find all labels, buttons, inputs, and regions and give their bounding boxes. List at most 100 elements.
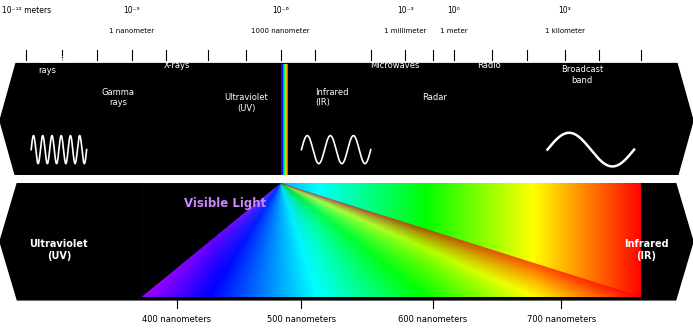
Polygon shape	[281, 183, 613, 297]
Polygon shape	[281, 183, 574, 297]
Polygon shape	[170, 183, 281, 297]
Polygon shape	[281, 183, 379, 297]
Polygon shape	[281, 183, 572, 297]
Polygon shape	[281, 183, 536, 297]
Polygon shape	[150, 183, 281, 297]
Bar	[287, 183, 288, 297]
Polygon shape	[281, 183, 590, 297]
Polygon shape	[281, 183, 354, 297]
Polygon shape	[281, 183, 608, 297]
Polygon shape	[281, 183, 631, 297]
Polygon shape	[281, 183, 498, 297]
Polygon shape	[281, 183, 326, 297]
Polygon shape	[197, 183, 281, 297]
Polygon shape	[281, 183, 572, 297]
Polygon shape	[281, 183, 514, 297]
Bar	[226, 183, 227, 297]
Bar	[198, 183, 200, 297]
Text: 600 nanometers: 600 nanometers	[398, 315, 468, 324]
Polygon shape	[281, 183, 549, 297]
Polygon shape	[245, 183, 281, 297]
Polygon shape	[281, 183, 534, 297]
Bar	[233, 183, 234, 297]
Polygon shape	[281, 183, 593, 297]
Polygon shape	[281, 183, 337, 297]
Polygon shape	[281, 183, 625, 297]
Polygon shape	[197, 183, 281, 297]
Polygon shape	[281, 183, 405, 297]
Polygon shape	[281, 183, 385, 297]
Bar	[326, 183, 328, 297]
Bar	[495, 183, 496, 297]
Polygon shape	[281, 183, 582, 297]
Bar	[213, 183, 214, 297]
Bar	[249, 183, 251, 297]
Polygon shape	[281, 183, 287, 297]
Bar	[485, 183, 486, 297]
Bar	[428, 183, 429, 297]
Polygon shape	[281, 183, 293, 297]
Polygon shape	[281, 183, 318, 297]
Bar	[413, 183, 414, 297]
Bar	[398, 183, 399, 297]
Polygon shape	[281, 183, 586, 297]
Polygon shape	[281, 183, 346, 297]
Bar	[607, 183, 608, 297]
Polygon shape	[281, 183, 610, 297]
Text: 1 millimeter: 1 millimeter	[384, 28, 427, 34]
Polygon shape	[281, 183, 597, 297]
Polygon shape	[281, 183, 368, 297]
Bar	[524, 183, 525, 297]
Bar	[175, 183, 176, 297]
Bar	[496, 183, 498, 297]
Polygon shape	[281, 183, 622, 297]
Polygon shape	[281, 183, 410, 297]
Polygon shape	[281, 183, 476, 297]
Polygon shape	[164, 183, 281, 297]
Polygon shape	[281, 183, 290, 297]
Polygon shape	[281, 183, 610, 297]
Polygon shape	[281, 183, 569, 297]
Polygon shape	[281, 183, 413, 297]
Bar	[557, 183, 559, 297]
Bar	[547, 183, 549, 297]
Polygon shape	[281, 183, 306, 297]
Text: 1 nanometer: 1 nanometer	[109, 28, 155, 34]
Polygon shape	[281, 183, 351, 297]
Bar	[453, 183, 454, 297]
Polygon shape	[178, 183, 281, 297]
Polygon shape	[220, 183, 281, 297]
Bar	[238, 183, 239, 297]
Polygon shape	[183, 183, 281, 297]
Text: Ultraviolet
(UV): Ultraviolet (UV)	[30, 239, 88, 261]
Polygon shape	[281, 183, 335, 297]
Bar	[392, 183, 393, 297]
Polygon shape	[207, 183, 281, 297]
Polygon shape	[281, 183, 376, 297]
Bar	[283, 183, 284, 297]
Polygon shape	[281, 183, 307, 297]
Polygon shape	[158, 183, 281, 297]
Polygon shape	[281, 183, 289, 297]
Text: Short Wavelenghts: Short Wavelenghts	[38, 173, 143, 183]
Bar	[282, 183, 283, 297]
Polygon shape	[281, 183, 343, 297]
Polygon shape	[281, 183, 405, 297]
Polygon shape	[281, 183, 608, 297]
Text: Ultraviolet
(UV): Ultraviolet (UV)	[224, 93, 268, 113]
Bar	[315, 183, 317, 297]
Polygon shape	[281, 183, 520, 297]
Polygon shape	[281, 183, 301, 297]
Polygon shape	[281, 183, 544, 297]
Polygon shape	[281, 183, 519, 297]
Polygon shape	[281, 183, 312, 297]
Polygon shape	[281, 183, 538, 297]
Polygon shape	[281, 183, 295, 297]
Polygon shape	[263, 183, 281, 297]
Bar	[636, 183, 638, 297]
Polygon shape	[281, 183, 320, 297]
Polygon shape	[153, 183, 281, 297]
Polygon shape	[281, 183, 407, 297]
Polygon shape	[281, 183, 448, 297]
Bar	[343, 183, 344, 297]
